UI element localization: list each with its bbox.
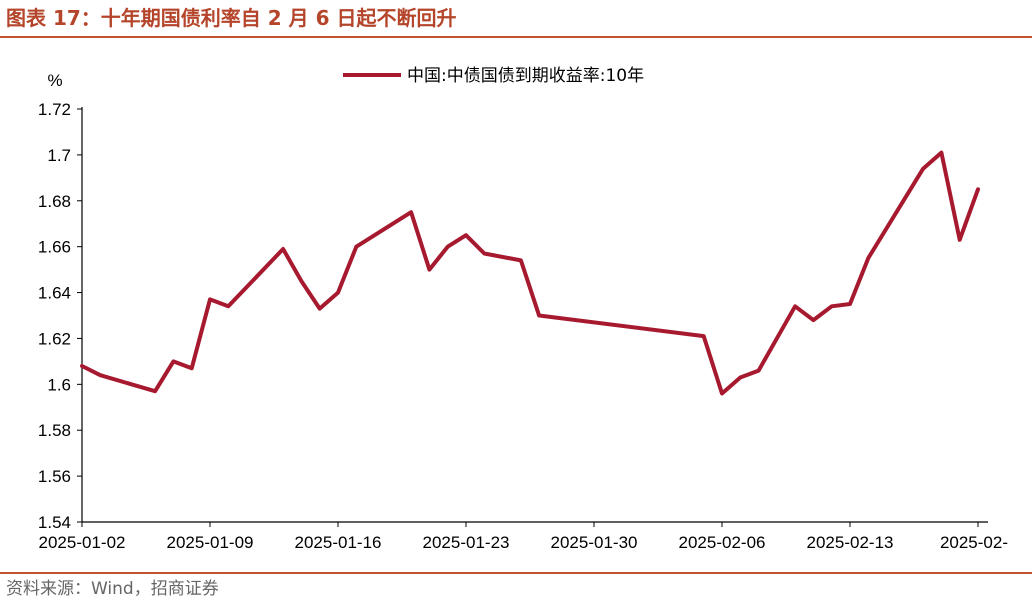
series-line-cn-10y-yield xyxy=(80,150,980,396)
x-tick-label: 2025-01-23 xyxy=(423,533,510,552)
y-tick-label: 1.58 xyxy=(38,421,71,440)
chart-legend: 中国:中债国债到期收益率:10年 xyxy=(343,66,644,86)
chart-axes xyxy=(81,107,988,523)
footer-divider xyxy=(0,572,1032,574)
x-tick-label: 2025-01-02 xyxy=(39,533,126,552)
x-tick-label: 2025-01-09 xyxy=(167,533,254,552)
y-tick-label: 1.72 xyxy=(38,100,71,119)
source-note: 资料来源：Wind，招商证券 xyxy=(6,579,219,599)
line-chart: 1.54 1.56 1.58 1.6 1.62 1.64 1.66 1.68 1.7 1.72 2… xyxy=(38,66,1008,552)
header-divider xyxy=(0,36,1032,38)
x-tick-label: 2025-02-06 xyxy=(679,533,766,552)
x-tick-label: 2025-01-30 xyxy=(551,533,638,552)
x-tick-label: 2025-02-13 xyxy=(807,533,894,552)
legend-label: 中国:中债国债到期收益率:10年 xyxy=(407,66,644,86)
y-tick-label: 1.66 xyxy=(38,238,71,257)
y-axis-unit-label: % xyxy=(47,71,62,90)
y-tick-label: 1.68 xyxy=(38,192,71,211)
chart-title: 图表 17：十年期国债利率自 2 月 6 日起不断回升 xyxy=(6,6,457,30)
y-tick-label: 1.54 xyxy=(38,513,71,532)
y-axis-ticks: 1.54 1.56 1.58 1.6 1.62 1.64 1.66 1.68 1.7 1.72 xyxy=(38,100,82,532)
y-tick-label: 1.7 xyxy=(47,146,71,165)
x-tick-label: 2025-02- xyxy=(940,533,1008,552)
series-layer xyxy=(80,150,980,396)
y-tick-label: 1.6 xyxy=(47,375,71,394)
x-tick-label: 2025-01-16 xyxy=(295,533,382,552)
y-tick-label: 1.64 xyxy=(38,284,71,303)
x-axis-ticks: 2025-01-02 2025-01-09 2025-01-16 2025-01-23… xyxy=(39,522,1008,552)
y-tick-label: 1.56 xyxy=(38,467,71,486)
y-tick-label: 1.62 xyxy=(38,329,71,348)
